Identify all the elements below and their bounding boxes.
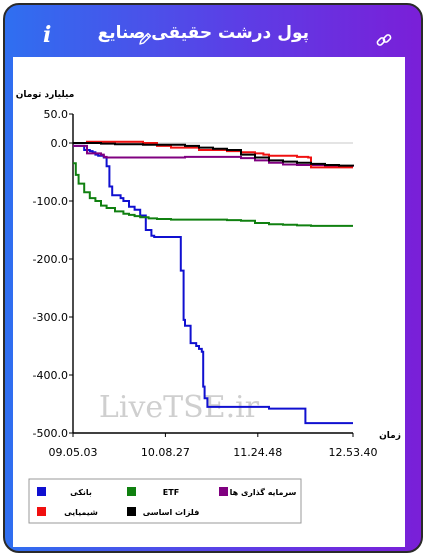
legend-swatch xyxy=(37,507,46,516)
series-line-3 xyxy=(73,144,354,168)
chart-title: پول درشت حقیقی صنایع xyxy=(97,23,309,43)
chart-panel: LiveTSE.ir میلیارد تومان زمان 50.0 0.0 -100.0… xyxy=(13,57,405,547)
info-icon[interactable]: i xyxy=(43,22,52,48)
y-tick-label: -200.0 xyxy=(33,253,68,266)
chart-card: i پول درشت حقیقی صنایع LiveTSE.ir میلیارد… xyxy=(3,3,423,553)
y-tick-label: -500.0 xyxy=(33,427,68,440)
x-tick-label: 11.24.48 xyxy=(233,446,282,459)
legend-label: فلزات اساسی xyxy=(143,508,200,517)
legend-label: شیمیایی xyxy=(64,508,98,517)
card-header: i پول درشت حقیقی صنایع xyxy=(5,5,421,57)
x-axis-title: زمان xyxy=(379,431,401,441)
series-line-1 xyxy=(73,144,353,425)
y-tick-label: -400.0 xyxy=(33,369,68,382)
legend-swatch xyxy=(127,507,136,516)
y-axis-title: میلیارد تومان xyxy=(16,90,75,100)
pencil-icon[interactable] xyxy=(137,31,153,47)
x-tick-label: 10.08.27 xyxy=(141,446,190,459)
series-line-4 xyxy=(73,140,353,169)
y-tick-label: 50.0 xyxy=(44,108,69,121)
x-tick-label: 12.53.40 xyxy=(329,446,378,459)
y-tick-label: -300.0 xyxy=(33,311,68,324)
y-tick-label: -100.0 xyxy=(33,195,68,208)
legend-swatch xyxy=(37,487,46,496)
series-line-2 xyxy=(73,162,353,227)
legend-box xyxy=(28,478,302,524)
legend-label: ETF xyxy=(163,488,179,497)
x-tick-label: 09.05.03 xyxy=(49,446,98,459)
legend-label: سرمایه گذاری ها xyxy=(230,487,297,497)
link-icon[interactable] xyxy=(375,31,393,49)
legend-swatch xyxy=(127,487,136,496)
series-line-5 xyxy=(73,142,354,167)
y-tick-label: 0.0 xyxy=(51,137,69,150)
legend-swatch xyxy=(219,487,228,496)
legend-label: بانکی xyxy=(70,488,92,497)
